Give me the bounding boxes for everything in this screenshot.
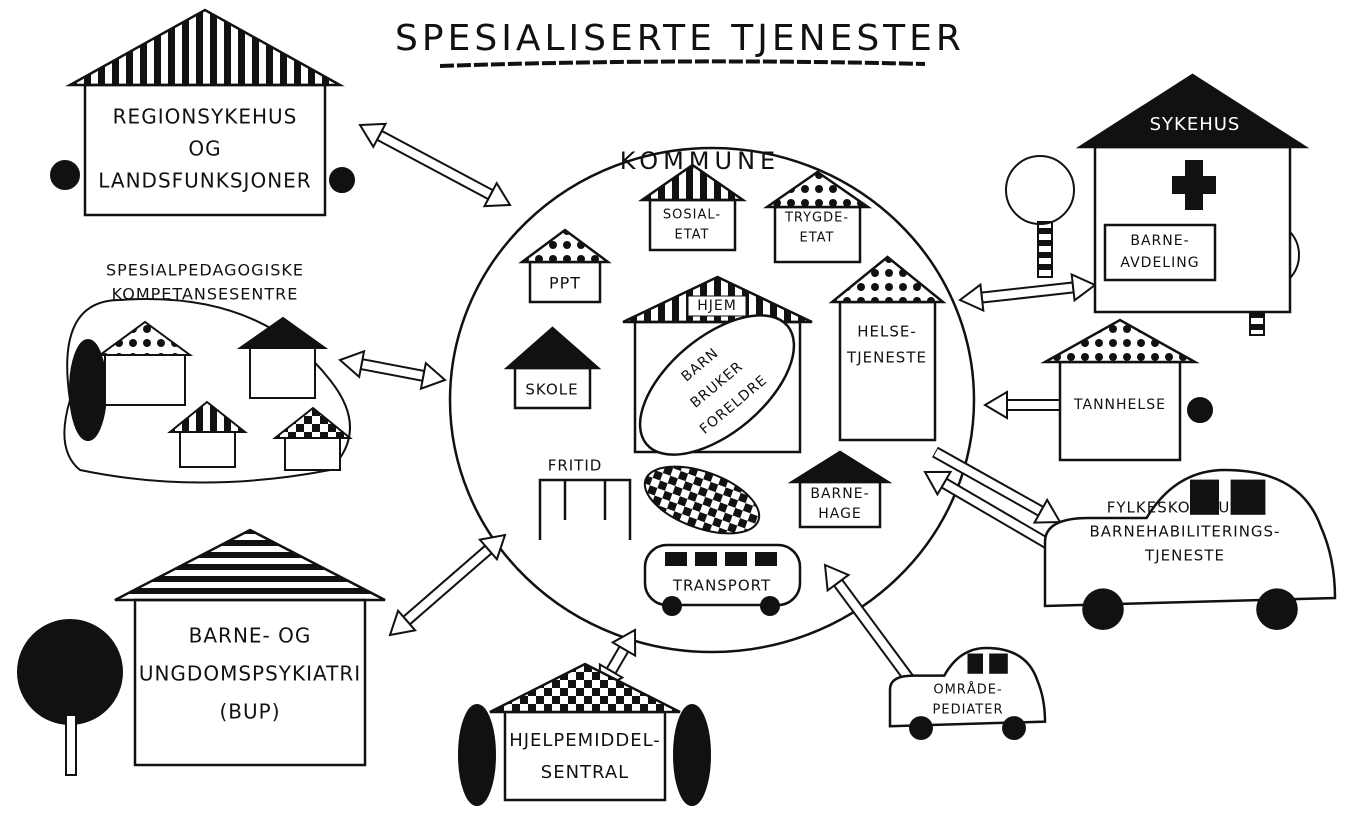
node-label: HJELPEMIDDEL- — [509, 730, 661, 751]
arrow-shaft — [983, 288, 1072, 298]
house-roof — [115, 530, 385, 600]
node-label: HAGE — [818, 506, 862, 522]
car-wheel — [1082, 588, 1124, 630]
arrow-head — [1072, 275, 1095, 301]
node-label: PPT — [549, 274, 581, 293]
node-label: PEDIATER — [933, 703, 1004, 718]
node-label: HELSE- — [857, 323, 917, 341]
node-label: OG — [188, 137, 221, 161]
bus-wheel — [662, 596, 682, 616]
node-label: FRITID — [548, 457, 603, 475]
node-label: UNGDOMSPSYKIATRI — [139, 662, 361, 686]
cross — [1172, 176, 1216, 194]
node-label: SPESIALPEDAGOGISKE — [106, 261, 304, 280]
node-label: AVDELING — [1120, 255, 1199, 271]
arrow-head — [960, 285, 983, 311]
node-label: TANNHELSE — [1073, 397, 1166, 413]
bus-wheel — [760, 596, 780, 616]
arrow-head — [340, 351, 364, 377]
node-label: REGIONSYKEHUS — [113, 105, 298, 129]
title: SPESIALISERTE TJENESTER — [395, 18, 965, 59]
car-wheel — [909, 716, 933, 740]
house-roof — [507, 328, 598, 368]
arrow-head — [985, 392, 1007, 418]
node-label: ETAT — [675, 228, 710, 243]
node-label: HJEM — [697, 298, 737, 314]
house-body — [505, 712, 665, 800]
car-wheel — [1256, 588, 1298, 630]
node-label: BARNEHABILITERINGS- — [1090, 523, 1281, 541]
arrow-shaft — [612, 650, 624, 670]
node-label: SKOLE — [525, 381, 578, 399]
bus-window — [755, 552, 777, 566]
node-label: ETAT — [800, 231, 835, 246]
node-label: LANDSFUNKSJONER — [98, 169, 311, 193]
node-label: FYLKESKOMMUNAL — [1107, 499, 1264, 517]
house-roof — [792, 452, 888, 482]
bus-window — [695, 552, 717, 566]
node-label: TRANSPORT — [672, 577, 771, 595]
node-label: BARNE- OG — [189, 624, 312, 648]
node-label: SENTRAL — [541, 762, 629, 783]
bus-window — [665, 552, 687, 566]
node-label: TJENESTE — [1144, 547, 1225, 565]
car-wheel — [1002, 716, 1026, 740]
house-roof — [1045, 320, 1195, 362]
node-label: BARNE- — [1130, 233, 1189, 249]
node-label: TRYGDE- — [784, 211, 849, 226]
diagram: SPESIALISERTE TJENESTER REGIONSYKEHUS OG L… — [0, 0, 1345, 815]
arrow-shaft — [363, 364, 423, 375]
arrow-head — [421, 363, 445, 389]
bus-window — [725, 552, 747, 566]
node-label: TJENESTE — [846, 349, 927, 367]
node-label: BARNE- — [810, 486, 869, 502]
arrow-shaft — [380, 136, 489, 194]
node-label: KOMPETANSESENTRE — [112, 285, 299, 304]
title-underline — [440, 61, 925, 66]
house-roof — [70, 10, 340, 85]
car-window — [968, 654, 984, 674]
swing-frame — [540, 480, 630, 540]
house-roof — [522, 230, 608, 262]
house-roof — [832, 257, 943, 302]
house-roof — [767, 172, 868, 207]
node-label: SYKEHUS — [1150, 114, 1241, 135]
node-label: KOMMUNE — [620, 147, 780, 175]
node-label: SOSIAL- — [663, 208, 721, 223]
node-label: (BUP) — [219, 700, 280, 724]
car-window — [989, 654, 1008, 674]
house-roof — [490, 664, 680, 712]
node-label: OMRÅDE- — [933, 682, 1002, 698]
arrow-shaft — [407, 550, 487, 620]
